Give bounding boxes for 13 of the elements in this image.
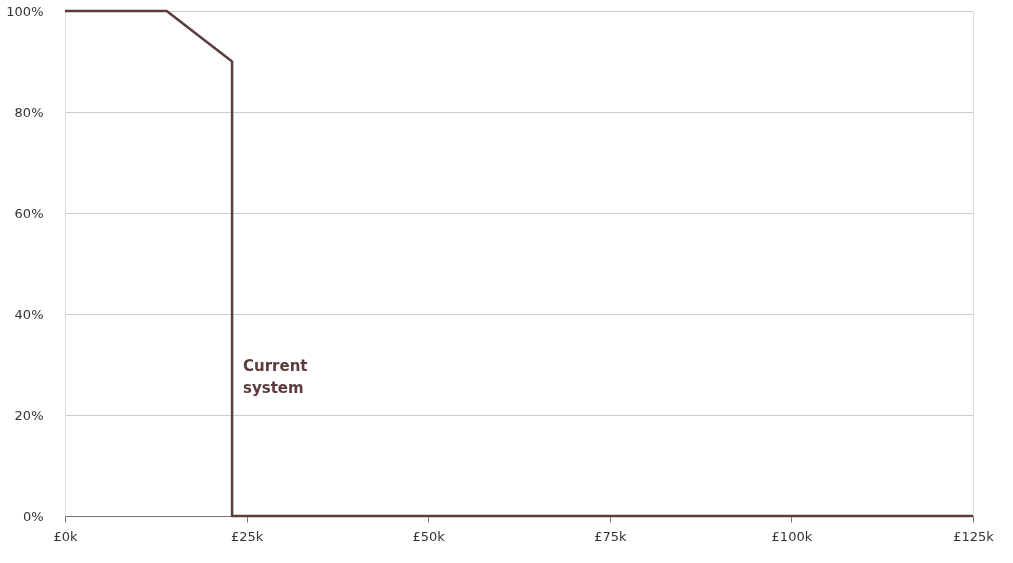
x-tick-label: £0k [53,528,78,544]
y-tick-label: 20% [14,407,44,423]
x-tick-label: £75k [594,528,627,544]
y-tick-label: 0% [22,508,44,524]
x-tick-label: £100k [771,528,813,544]
annotation: Current system [243,357,308,397]
x-tick-label: £125k [953,528,995,544]
x-tick-label: £50k [412,528,446,544]
x-tick-label: £25k [230,528,264,544]
y-tick-label: 60% [14,205,44,221]
y-tick-label: 80% [14,104,44,120]
y-tick-label: 100% [6,3,44,19]
y-tick-label: 40% [14,306,44,322]
